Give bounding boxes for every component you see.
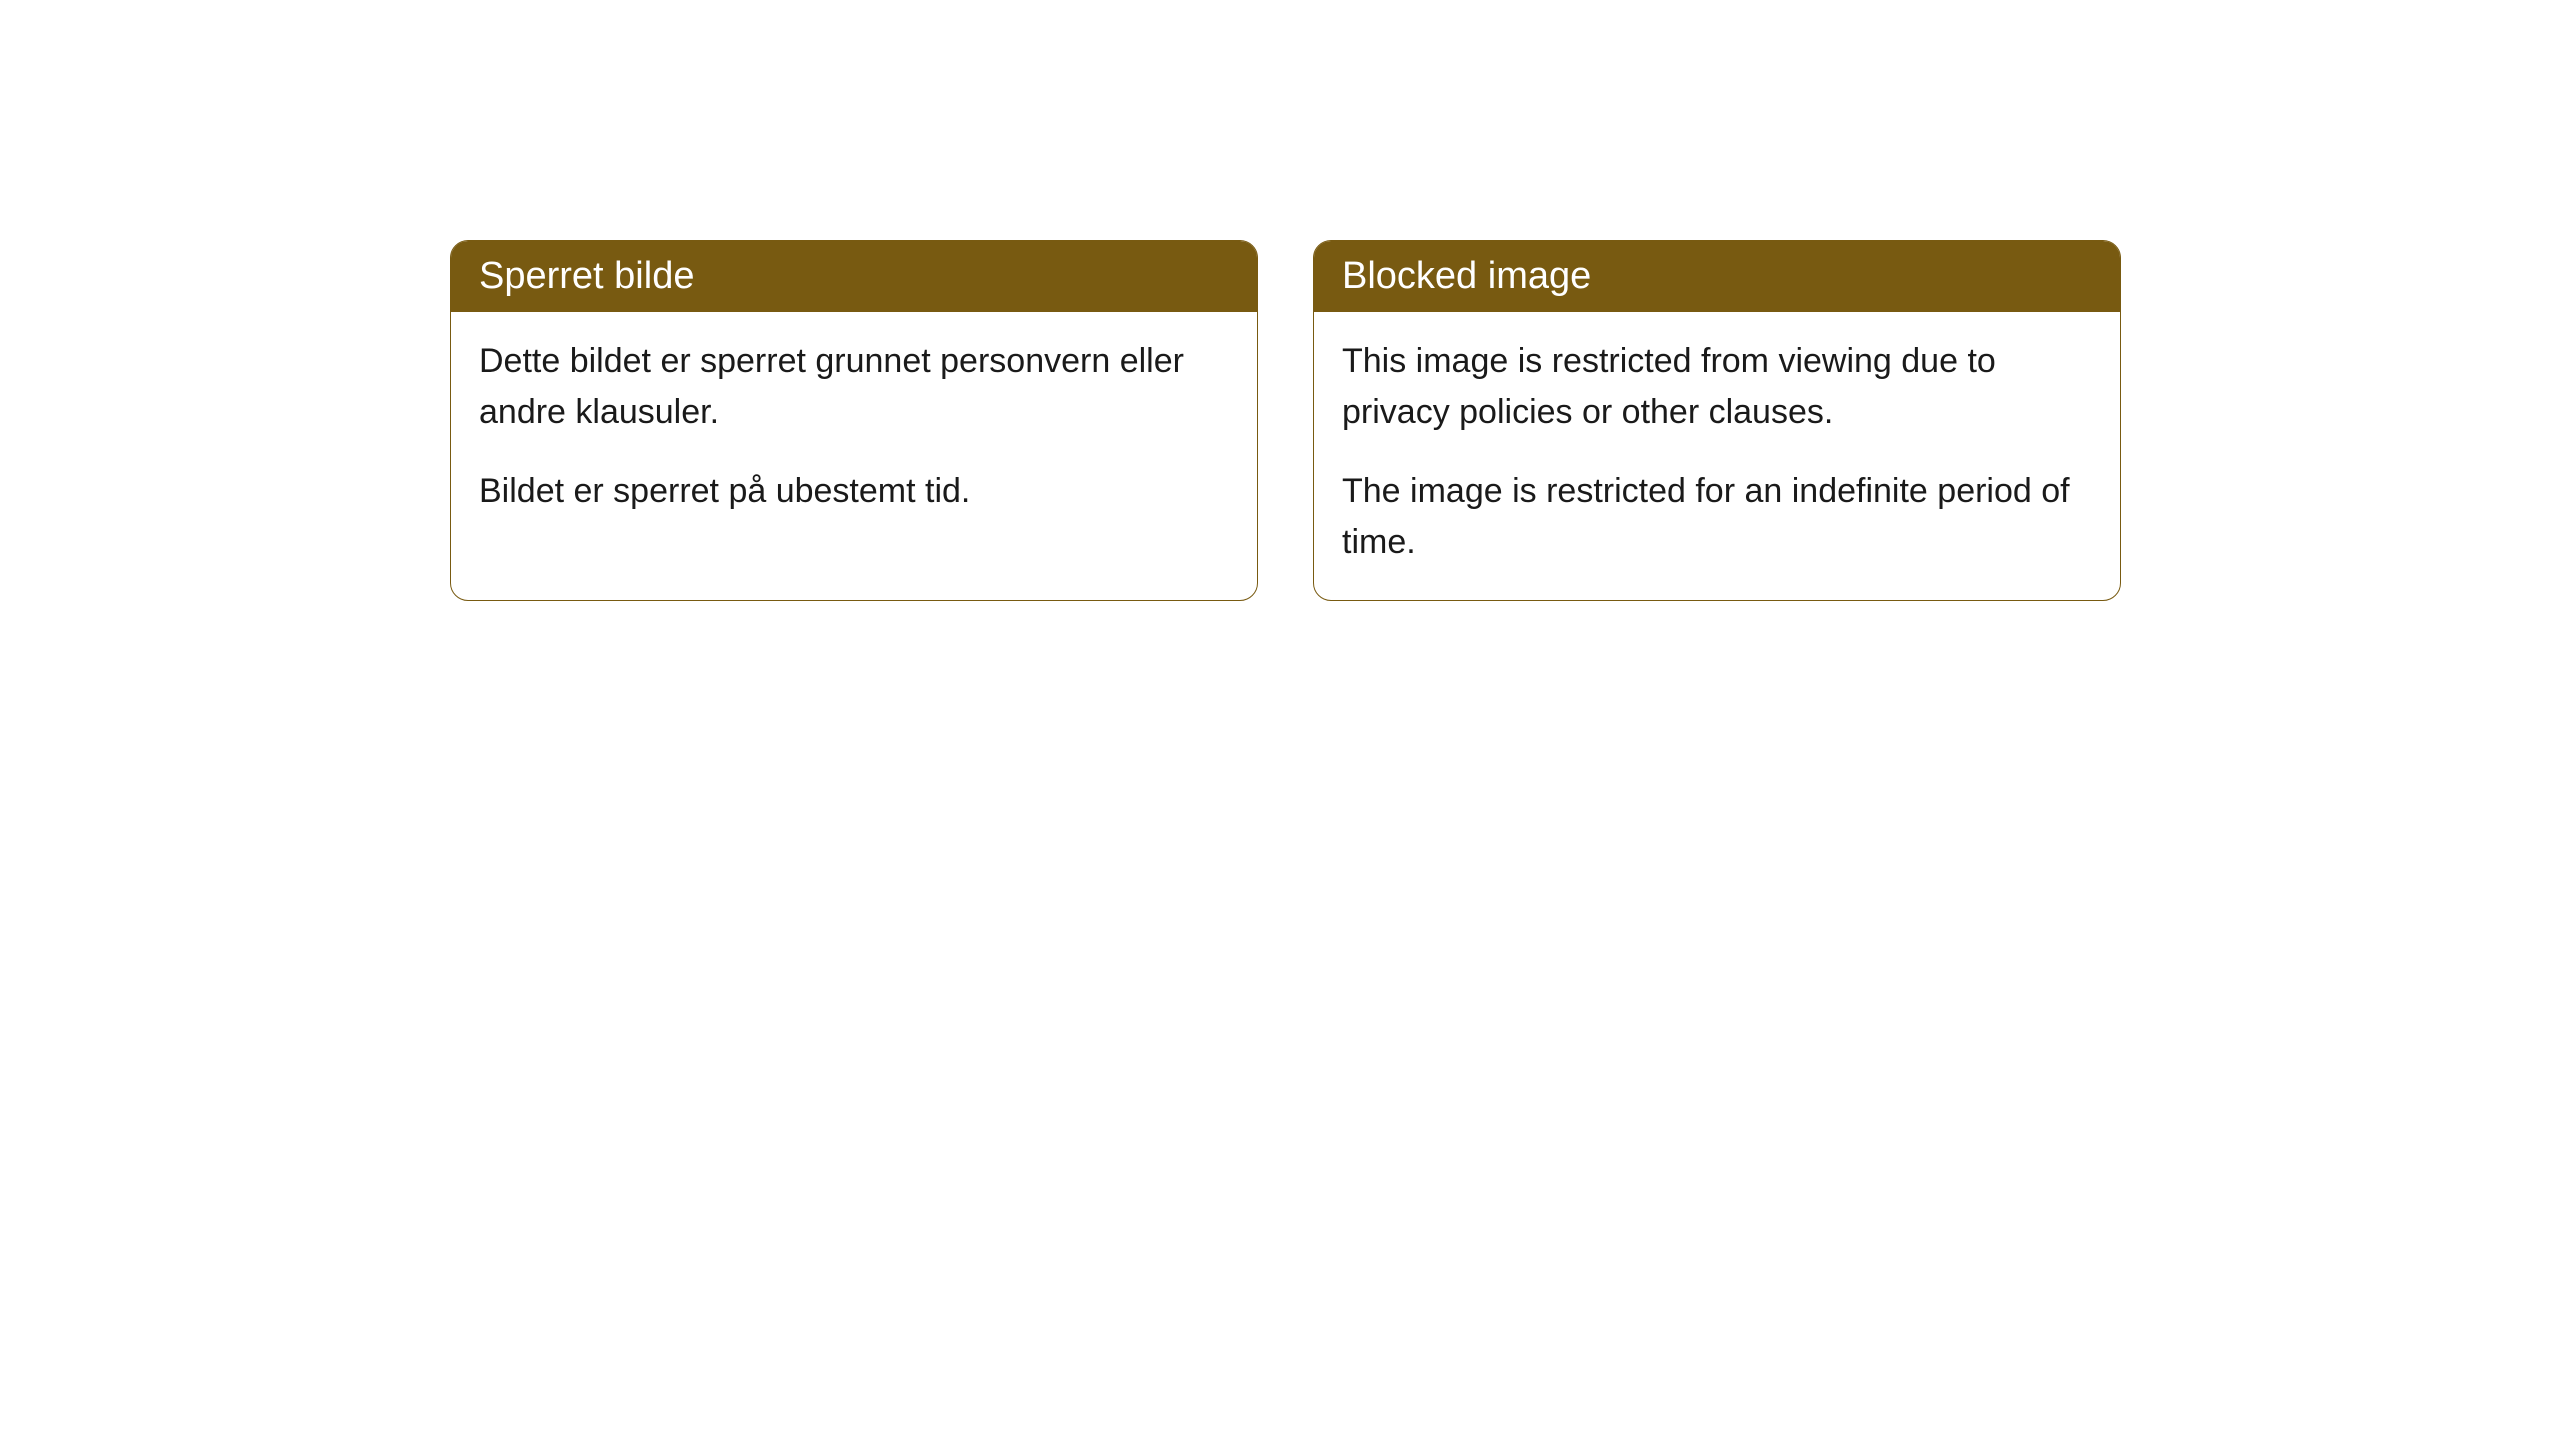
card-paragraph: Dette bildet er sperret grunnet personve… [479,336,1229,438]
card-paragraph: The image is restricted for an indefinit… [1342,466,2092,568]
card-paragraph: This image is restricted from viewing du… [1342,336,2092,438]
card-body: This image is restricted from viewing du… [1314,312,2120,600]
card-title: Blocked image [1342,255,1591,297]
notice-card-english: Blocked image This image is restricted f… [1313,240,2121,601]
notice-card-norwegian: Sperret bilde Dette bildet er sperret gr… [450,240,1258,601]
card-header: Sperret bilde [451,241,1257,312]
card-header: Blocked image [1314,241,2120,312]
card-paragraph: Bildet er sperret på ubestemt tid. [479,466,1229,517]
notice-cards-container: Sperret bilde Dette bildet er sperret gr… [450,240,2121,601]
card-title: Sperret bilde [479,255,694,297]
card-body: Dette bildet er sperret grunnet personve… [451,312,1257,549]
